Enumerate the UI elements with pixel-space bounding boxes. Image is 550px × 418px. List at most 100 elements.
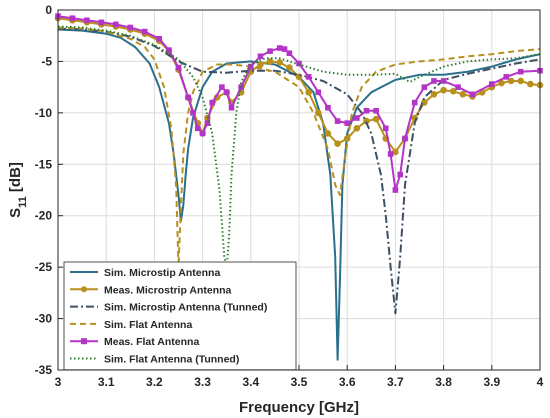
- legend-label: Sim. Microstip Antenna (Tunned): [104, 302, 267, 314]
- data-point: [325, 104, 331, 111]
- data-point: [127, 24, 134, 31]
- data-point: [276, 59, 284, 66]
- x-tick-label: 3: [55, 375, 62, 389]
- data-point: [276, 45, 283, 51]
- legend-item: Sim. Microstip Antenna: [70, 267, 220, 279]
- x-tick-label: 3.5: [291, 375, 308, 389]
- data-point: [175, 64, 182, 71]
- x-tick-label: 3.8: [435, 375, 452, 389]
- legend-item: Meas. Microstrip Antenna: [70, 284, 232, 296]
- data-point: [373, 108, 379, 114]
- data-point: [324, 130, 332, 137]
- data-point: [455, 84, 461, 90]
- data-point: [305, 88, 312, 96]
- data-point: [392, 148, 399, 156]
- x-tick-label: 3.9: [483, 375, 500, 389]
- data-point: [219, 84, 225, 90]
- x-tick-label: 4: [537, 375, 544, 389]
- data-point: [354, 115, 360, 121]
- y-tick-label: -30: [35, 312, 53, 326]
- data-point: [257, 53, 264, 60]
- data-point: [166, 47, 172, 53]
- data-point: [315, 89, 322, 96]
- data-point: [517, 77, 525, 85]
- y-tick-label: -15: [35, 157, 53, 171]
- data-point: [430, 91, 438, 98]
- y-tick-label: -20: [35, 209, 53, 223]
- series-line: [57, 27, 541, 315]
- data-point: [421, 84, 428, 90]
- data-point: [527, 80, 534, 88]
- y-axis-label-subscript: 11: [17, 196, 29, 208]
- data-point: [286, 50, 293, 56]
- legend-marker: [81, 338, 87, 345]
- data-point: [397, 171, 404, 178]
- data-point: [223, 89, 230, 96]
- x-tick-label: 3.7: [387, 375, 404, 389]
- data-point: [69, 15, 76, 22]
- data-point: [372, 115, 380, 123]
- data-point: [266, 58, 274, 65]
- data-point: [382, 125, 389, 132]
- legend-item: Sim. Microstip Antenna (Tunned): [70, 302, 267, 314]
- data-point: [431, 78, 437, 84]
- legend-box: [63, 261, 297, 371]
- legend-item: Sim. Flat Antenna (Tunned): [70, 354, 239, 366]
- data-point: [190, 110, 196, 116]
- data-point: [411, 99, 418, 106]
- series-5: [55, 13, 543, 193]
- data-point: [334, 140, 341, 148]
- legend-label: Meas. Microstrip Antenna: [104, 284, 232, 296]
- data-point: [314, 109, 322, 117]
- data-point: [459, 91, 467, 98]
- data-point: [489, 81, 495, 87]
- data-point: [507, 77, 515, 85]
- data-point: [156, 36, 163, 42]
- data-point: [281, 46, 288, 52]
- data-point: [392, 187, 399, 193]
- legend-marker: [81, 286, 87, 293]
- data-point: [98, 19, 105, 26]
- data-point: [113, 21, 119, 28]
- x-tick-label: 3.1: [98, 375, 115, 389]
- legend-label: Sim. Microstip Antenna: [104, 267, 220, 279]
- data-point: [185, 94, 191, 101]
- series-layer: [54, 13, 544, 361]
- data-point: [440, 78, 447, 84]
- y-tick-label: 0: [45, 3, 52, 17]
- data-point: [257, 61, 264, 68]
- data-point: [194, 125, 201, 132]
- data-point: [199, 130, 206, 137]
- data-point: [204, 120, 211, 126]
- data-point: [517, 68, 524, 75]
- data-point: [286, 64, 293, 71]
- data-point: [209, 99, 216, 106]
- data-point: [248, 63, 254, 70]
- legend-item: Meas. Flat Antenna: [70, 336, 199, 348]
- legend-item: Sim. Flat Antenna: [70, 319, 192, 331]
- y-tick-label: -5: [41, 54, 52, 68]
- data-point: [305, 74, 312, 80]
- y-tick-label: -35: [35, 363, 53, 377]
- series-3: [57, 27, 541, 315]
- x-axis-label: Frequency [GHz]: [239, 399, 359, 416]
- legend: Sim. Microstip Antenna Meas. Microstrip A…: [63, 261, 297, 371]
- y-axis-label: S11 [dB]: [7, 162, 29, 218]
- data-point: [141, 28, 148, 35]
- y-tick-label: -25: [35, 260, 53, 274]
- x-tick-label: 3.3: [194, 375, 211, 389]
- data-point: [267, 48, 273, 54]
- data-point: [84, 17, 90, 24]
- data-point: [334, 118, 341, 124]
- data-point: [344, 120, 350, 126]
- ticks: 3 3.1 3.2 3.3 3.4 3.5 3.6 3.7 3.8 3.9 4 0 -5 -10 -15 -2…: [35, 3, 544, 389]
- x-tick-label: 3.2: [146, 375, 163, 389]
- legend-label: Sim. Flat Antenna (Tunned): [104, 354, 239, 366]
- data-point: [402, 135, 408, 142]
- data-point: [449, 87, 457, 95]
- x-tick-label: 3.4: [242, 375, 259, 389]
- y-axis-label-main: S: [7, 208, 24, 218]
- data-point: [440, 86, 447, 94]
- data-point: [353, 124, 361, 132]
